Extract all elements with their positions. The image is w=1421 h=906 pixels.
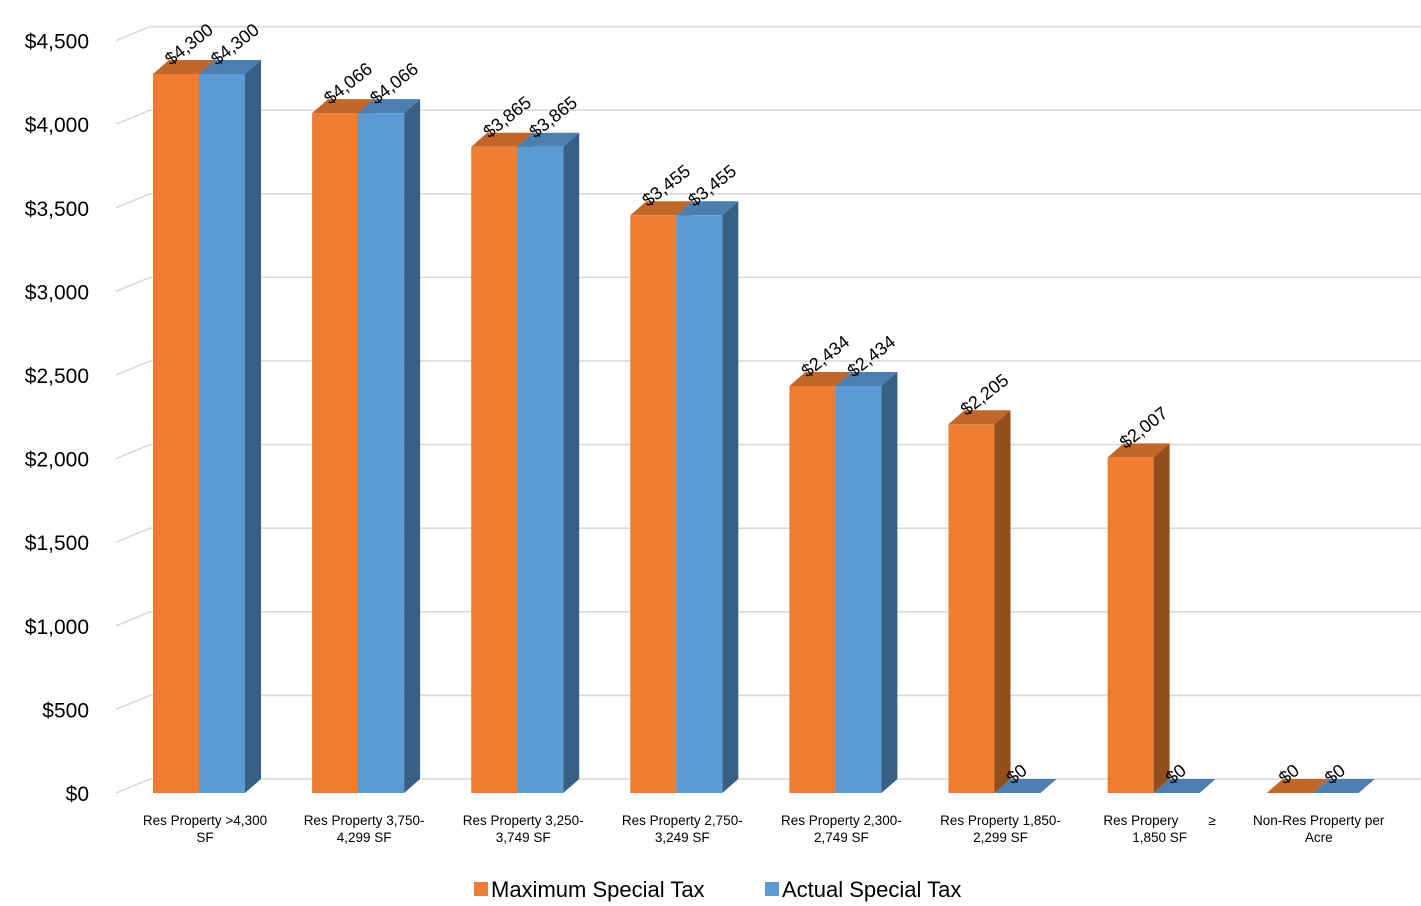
legend-item: Maximum Special Tax xyxy=(474,877,705,902)
bar-top xyxy=(630,201,693,216)
bar xyxy=(517,132,580,793)
gridline-diagonal xyxy=(115,443,151,460)
y-tick-label: $2,500 xyxy=(25,365,89,388)
bar-side xyxy=(722,201,739,793)
bar-front xyxy=(517,146,564,793)
bar-side xyxy=(994,410,1011,793)
bar xyxy=(835,372,898,793)
x-tick-label: 2,749 SF xyxy=(814,830,869,845)
y-tick-label: $500 xyxy=(42,699,89,722)
y-tick-label: $2,000 xyxy=(25,449,89,472)
legend-item: Actual Special Tax xyxy=(765,877,961,902)
gridlines xyxy=(115,25,1421,794)
legend-swatch xyxy=(765,882,779,896)
y-tick-label: $4,000 xyxy=(25,114,89,137)
bar-top xyxy=(1153,779,1216,793)
bar-top xyxy=(517,132,580,147)
bar-top xyxy=(153,60,215,74)
bar xyxy=(199,60,261,793)
bar-front xyxy=(1107,457,1154,793)
x-tick-label: Acre xyxy=(1305,830,1333,845)
bar-front xyxy=(676,215,723,793)
x-tick-label: 3,249 SF xyxy=(655,830,710,845)
bar-front xyxy=(471,146,518,793)
bar-top xyxy=(199,60,261,74)
x-tick-label: 3,749 SF xyxy=(496,830,551,845)
bar-top xyxy=(676,201,739,216)
gridline-diagonal xyxy=(115,276,151,293)
bar-top xyxy=(948,410,1011,425)
bar-front xyxy=(153,74,199,793)
bar-top xyxy=(1107,443,1170,458)
bar-side xyxy=(245,60,261,793)
gridline-diagonal xyxy=(115,25,151,42)
gridline-diagonal xyxy=(115,694,151,711)
y-tick-label: $3,500 xyxy=(25,198,89,221)
bar-top xyxy=(835,372,898,387)
bar-front xyxy=(630,215,677,793)
bar-top xyxy=(471,132,534,147)
bar xyxy=(358,99,421,794)
bar xyxy=(1266,779,1329,793)
x-tick-label: Res Property 3,250- xyxy=(463,813,584,828)
bar-front xyxy=(358,113,405,794)
y-tick-label: $4,500 xyxy=(25,31,89,54)
bar xyxy=(676,201,739,793)
x-tick-label: 4,299 SF xyxy=(337,830,392,845)
x-tick-label: Res Property 2,750- xyxy=(622,813,743,828)
gridline-diagonal xyxy=(115,193,151,209)
legend-label: Actual Special Tax xyxy=(782,877,961,902)
bar xyxy=(1107,443,1170,793)
y-tick-label: $1,000 xyxy=(25,616,89,639)
x-tick-label: Res Property 2,300- xyxy=(781,813,902,828)
legend: Maximum Special Tax Actual Special Tax xyxy=(474,877,961,902)
bar xyxy=(994,779,1057,793)
bar-top xyxy=(312,99,375,114)
bar-side xyxy=(563,132,580,793)
x-tick-label: Res Property 3,750- xyxy=(304,813,425,828)
bar-front xyxy=(948,424,995,793)
bar-front xyxy=(312,113,359,794)
gridline-diagonal xyxy=(115,527,151,543)
gridline-diagonal xyxy=(115,360,151,376)
x-tick-label: 2,299 SF xyxy=(973,830,1028,845)
y-tick-label: $1,500 xyxy=(25,532,89,555)
legend-label: Maximum Special Tax xyxy=(491,877,705,902)
x-tick-label: 1,850 SF xyxy=(1132,830,1187,845)
gridline-diagonal xyxy=(115,109,151,125)
bar-top xyxy=(994,779,1057,793)
gridline-diagonal xyxy=(115,778,151,794)
legend-swatch xyxy=(474,882,488,896)
bar-side xyxy=(881,372,898,793)
bar-side xyxy=(404,99,421,794)
bar xyxy=(1153,779,1216,793)
y-axis-ticks: $0 $500 $1,000 $1,500 $2,000 $2,500 $3,000 $3,5… xyxy=(25,31,89,806)
bar-side xyxy=(1153,443,1170,793)
bar-top xyxy=(1266,779,1329,793)
y-tick-label: $3,000 xyxy=(25,281,89,304)
x-axis-ticks: Res Property >4,300 SF Res Property 3,750-… xyxy=(143,813,1385,845)
y-tick-label: $0 xyxy=(66,783,89,806)
bar-top xyxy=(1312,779,1375,793)
x-tick-label: Non-Res Property per xyxy=(1253,813,1385,828)
x-tick-label: Res Property 1,850- xyxy=(940,813,1061,828)
bar-front xyxy=(789,386,836,793)
bar-top xyxy=(358,99,421,114)
gridline-diagonal xyxy=(115,611,151,627)
bar-top xyxy=(789,372,852,387)
bar xyxy=(1312,779,1375,793)
x-tick-label: SF xyxy=(196,830,213,845)
x-tick-label: Res Propery ≥ xyxy=(1103,813,1215,828)
x-tick-label: Res Property >4,300 xyxy=(143,813,267,828)
bar-front xyxy=(835,386,882,793)
bar xyxy=(948,410,1011,793)
bars xyxy=(153,60,1375,794)
bar-front xyxy=(199,74,245,793)
